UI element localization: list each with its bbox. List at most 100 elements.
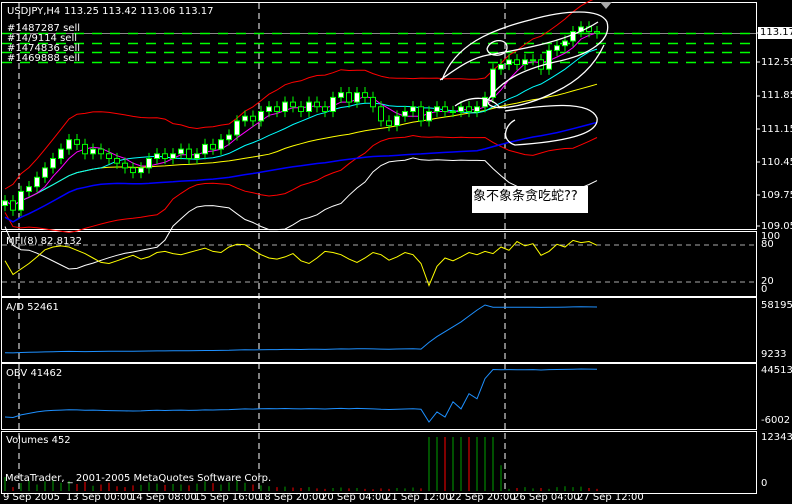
time-tick: 27 Sep 12:00	[577, 492, 644, 503]
candle-body	[10, 200, 16, 211]
candle-body	[594, 31, 600, 34]
candle-body	[330, 96, 336, 112]
candle-body	[170, 153, 176, 159]
ad-label: A/D 52461	[6, 302, 59, 313]
price-tick: 112.55	[761, 57, 792, 68]
time-tick: 20 Sep 04:00	[321, 492, 388, 503]
candle-body	[122, 162, 128, 169]
candle-body	[514, 59, 520, 65]
obv-tick: -6002	[761, 415, 791, 426]
candle-body	[226, 134, 232, 141]
mfi-tick: 20	[761, 276, 774, 287]
order-label[interactable]: #1487287 sell	[7, 23, 81, 34]
candle-body	[306, 101, 312, 112]
candle-body	[522, 59, 528, 65]
candle-body	[282, 101, 288, 112]
candle-body	[490, 68, 496, 98]
candle-body	[274, 106, 280, 112]
mfi-tick: 100	[761, 231, 781, 242]
candle-body	[402, 110, 408, 117]
ohlc-readout: 113.25 113.42 113.06 113.17	[64, 6, 214, 17]
symbol-label: USDJPY,H4	[7, 6, 61, 17]
price-tick: 109.05	[761, 221, 792, 232]
mfi-tick: 0	[761, 284, 768, 295]
ma-fast-line	[4, 32, 598, 207]
candle-body	[562, 40, 568, 47]
candle-body	[410, 106, 416, 112]
panel-frame	[1, 297, 757, 363]
candle-body	[210, 143, 216, 150]
candle-body	[450, 110, 456, 113]
candle-body	[106, 153, 112, 159]
candle-body	[146, 157, 152, 169]
candle-body	[42, 167, 48, 178]
ad-tick: 9233	[761, 349, 787, 360]
candle-body	[18, 190, 24, 211]
freehand-snake-drawing	[454, 97, 501, 109]
current-price-tag: 113.17	[758, 27, 792, 39]
candle-body	[474, 106, 480, 112]
candle-body	[2, 200, 8, 206]
candle-body	[186, 148, 192, 159]
candle-body	[258, 110, 264, 122]
candle-body	[74, 139, 80, 145]
candle-body	[250, 115, 256, 122]
chart-annotation-text[interactable]: 象不象条贪吃蛇??	[472, 186, 588, 213]
volumes-label: Volumes 452	[6, 435, 71, 446]
ad-line	[4, 304, 598, 354]
volumes-tick: 12343	[761, 432, 792, 443]
candle-body	[34, 176, 40, 188]
candle-body	[202, 143, 208, 155]
candle-body	[362, 92, 368, 98]
candle-body	[570, 31, 576, 42]
time-tick: 9 Sep 2005	[3, 492, 61, 503]
candle-body	[58, 148, 64, 159]
candle-body	[314, 101, 320, 108]
candle-body	[394, 115, 400, 127]
chart-shift-marker	[600, 2, 612, 9]
order-label[interactable]: #1474836 sell	[7, 43, 81, 54]
candle-body	[458, 106, 464, 112]
mfi-tick: 80	[761, 239, 774, 250]
obv-tick: 44513	[761, 365, 792, 376]
price-tick: 111.85	[761, 90, 792, 101]
candle-body	[554, 45, 560, 51]
candle-body	[114, 157, 120, 164]
candle-body	[370, 96, 376, 108]
mfi-line	[4, 239, 598, 287]
freehand-snake-drawing	[439, 21, 599, 81]
freehand-snake-drawing	[486, 39, 508, 56]
price-tick: 109.75	[761, 190, 792, 201]
time-tick: 22 Sep 20:00	[449, 492, 516, 503]
price-tick: 111.15	[761, 124, 792, 135]
panel-frame	[1, 231, 757, 297]
panel-frame	[1, 431, 757, 494]
candle-body	[386, 120, 392, 127]
candle-body	[138, 167, 144, 174]
candle-body	[498, 63, 504, 70]
candle-body	[442, 106, 448, 112]
candle-body	[418, 106, 424, 122]
ad-tick: 58195	[761, 300, 792, 311]
candle-body	[50, 157, 56, 169]
order-label[interactable]: #1469888 sell	[7, 53, 81, 64]
freehand-snake-drawing	[504, 104, 598, 146]
candle-body	[194, 153, 200, 159]
time-tick: 21 Sep 12:00	[385, 492, 452, 503]
ma-mid-line	[4, 48, 598, 207]
candle-body	[322, 106, 328, 112]
candle-body	[530, 59, 536, 62]
candle-body	[218, 139, 224, 150]
freehand-snake-drawing	[441, 11, 609, 109]
panel-frame	[1, 363, 757, 430]
time-tick: 14 Sep 08:00	[130, 492, 197, 503]
candle-body	[290, 101, 296, 108]
obv-line	[4, 368, 598, 423]
bollinger-upper-line	[4, 0, 594, 190]
order-label[interactable]: #14/9114 sell	[7, 33, 78, 44]
candle-body	[266, 106, 272, 112]
candle-body	[242, 115, 248, 122]
candle-body	[130, 167, 136, 174]
panel-frame	[1, 2, 757, 230]
